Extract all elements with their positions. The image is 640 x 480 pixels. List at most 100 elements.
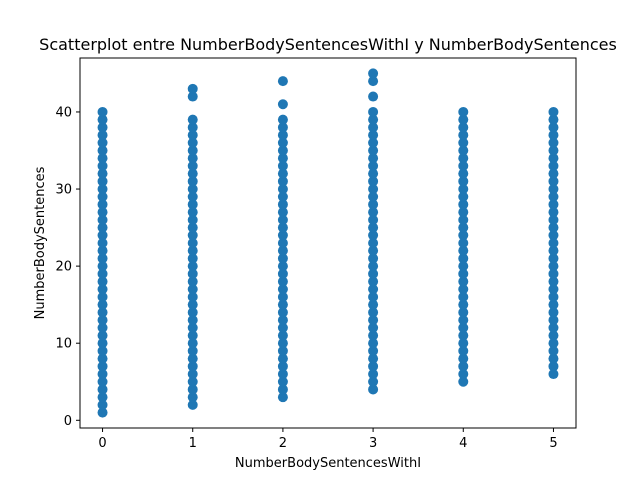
data-point [368, 338, 379, 349]
data-point [187, 291, 198, 302]
data-point [277, 191, 288, 202]
data-point [458, 353, 469, 364]
data-point [548, 322, 559, 333]
data-point [97, 261, 108, 272]
data-point [458, 238, 469, 248]
data-point [277, 261, 288, 272]
data-point [187, 399, 198, 410]
data-point [187, 130, 198, 141]
data-point [277, 253, 288, 264]
y-axis: 0 10 20 30 40 [55, 105, 80, 429]
data-point [97, 392, 108, 403]
data-point [458, 176, 469, 187]
data-point [548, 361, 559, 372]
data-point [548, 245, 559, 256]
data-point [548, 145, 559, 156]
data-point [187, 384, 198, 395]
data-point [97, 191, 108, 202]
data-point [368, 207, 379, 218]
data-point [97, 230, 108, 241]
data-point [277, 322, 288, 333]
data-point [458, 191, 469, 202]
y-tick-label: 0 [64, 414, 72, 429]
data-point [368, 160, 379, 171]
data-point [548, 268, 559, 279]
data-point [97, 276, 108, 287]
data-point [458, 284, 469, 295]
data-point [368, 222, 379, 233]
plot-frame [79, 57, 577, 429]
data-point [368, 261, 379, 272]
data-point [458, 261, 469, 272]
data-point [277, 199, 288, 210]
data-point [187, 122, 198, 133]
data-point [458, 338, 469, 349]
data-point [277, 307, 288, 318]
data-point [97, 376, 108, 387]
data-point [458, 130, 469, 141]
data-point [97, 238, 108, 248]
data-point [97, 199, 108, 210]
data-point [368, 345, 379, 356]
y-tick-label: 20 [55, 260, 72, 275]
data-point [277, 345, 288, 356]
data-point [548, 153, 559, 164]
data-point [187, 353, 198, 364]
data-point [277, 376, 288, 387]
data-point [458, 160, 469, 171]
data-point [548, 338, 559, 349]
data-point [368, 253, 379, 264]
data-point [548, 168, 559, 179]
data-point [368, 230, 379, 241]
data-point [277, 330, 288, 341]
data-point [277, 299, 288, 310]
chart-title: Scatterplot entre NumberBodySentencesWit… [39, 35, 617, 54]
data-point [368, 199, 379, 210]
data-point [548, 345, 559, 356]
data-point [97, 307, 108, 318]
data-point [368, 191, 379, 202]
data-point [458, 106, 469, 117]
data-point [97, 284, 108, 295]
data-point [187, 199, 198, 210]
data-point [277, 168, 288, 179]
y-tick-label: 30 [55, 183, 72, 198]
data-point [277, 214, 288, 225]
x-axis-label: NumberBodySentencesWithI [235, 456, 421, 471]
data-point [458, 245, 469, 256]
data-point [458, 276, 469, 287]
data-point [458, 322, 469, 333]
data-point [548, 330, 559, 341]
data-point [187, 330, 198, 341]
y-tick-label: 10 [55, 337, 72, 352]
data-point [368, 176, 379, 187]
data-point [548, 191, 559, 202]
data-point [368, 376, 379, 387]
data-point [277, 291, 288, 302]
data-point [368, 106, 379, 117]
data-point [187, 137, 198, 148]
data-point [458, 361, 469, 372]
data-point [458, 330, 469, 341]
data-point [277, 338, 288, 349]
data-point [187, 268, 198, 279]
data-point [458, 122, 469, 133]
data-point [187, 214, 198, 225]
data-point [97, 268, 108, 279]
data-point [187, 207, 198, 218]
data-point [277, 276, 288, 287]
data-point [187, 83, 198, 94]
data-point [187, 91, 198, 102]
data-point [458, 199, 469, 210]
data-point [187, 345, 198, 356]
data-point [277, 361, 288, 372]
data-point [548, 130, 559, 141]
data-point [368, 91, 379, 102]
data-point [187, 114, 198, 125]
data-point [187, 245, 198, 256]
data-point [368, 214, 379, 225]
data-point [277, 369, 288, 380]
data-point [277, 222, 288, 233]
data-point [277, 145, 288, 156]
data-point [548, 291, 559, 302]
